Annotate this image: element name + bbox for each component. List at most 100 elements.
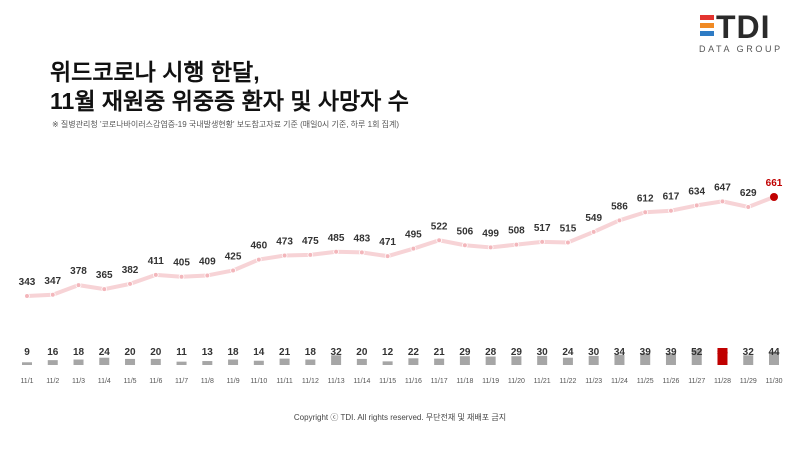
x-tick-label: 11/12 bbox=[302, 378, 319, 385]
total-point bbox=[642, 209, 649, 216]
deaths-value-label: 44 bbox=[768, 347, 780, 358]
total-value-label: 475 bbox=[302, 236, 319, 247]
deaths-value-label: 14 bbox=[253, 347, 265, 358]
bar-series: 9 16 18 24 20 20 11 13 18 14 21 18 32 20 12 22 21 29 28 29 3… bbox=[22, 347, 780, 365]
logo-subtitle: DATA GROUP bbox=[699, 44, 783, 54]
x-tick-label: 11/20 bbox=[508, 378, 525, 385]
total-point bbox=[693, 202, 700, 209]
deaths-bar bbox=[228, 359, 239, 365]
deaths-value-label: 32 bbox=[331, 347, 343, 358]
tdi-logo: TDI DATA GROUP bbox=[694, 9, 794, 58]
x-tick-label: 11/18 bbox=[456, 378, 473, 385]
total-value-label: 460 bbox=[250, 241, 267, 252]
deaths-bar bbox=[434, 358, 445, 365]
total-value-label: 365 bbox=[96, 270, 113, 281]
x-tick-label: 11/1 bbox=[20, 378, 33, 385]
x-tick-label: 11/16 bbox=[405, 378, 422, 385]
total-point bbox=[24, 293, 30, 299]
deaths-value-label: 30 bbox=[537, 347, 549, 358]
deaths-bar bbox=[202, 361, 213, 365]
deaths-value-label: 18 bbox=[228, 347, 240, 358]
deaths-bar bbox=[73, 359, 84, 365]
x-tick-label: 11/19 bbox=[482, 378, 499, 385]
total-value-label: 506 bbox=[457, 226, 474, 237]
deaths-value-label: 21 bbox=[434, 347, 446, 358]
deaths-bar bbox=[356, 358, 367, 365]
total-point bbox=[75, 282, 82, 288]
total-value-label: 347 bbox=[44, 276, 61, 287]
x-tick-label: 11/10 bbox=[250, 378, 267, 385]
deaths-bar bbox=[691, 349, 702, 365]
x-tick-label: 11/23 bbox=[585, 378, 602, 385]
deaths-value-label: 20 bbox=[356, 347, 368, 358]
x-tick-label: 11/15 bbox=[379, 378, 396, 385]
deaths-value-label: 52 bbox=[691, 347, 703, 358]
total-line bbox=[25, 195, 776, 298]
total-value-label: 382 bbox=[122, 265, 139, 276]
deaths-value-label: 18 bbox=[73, 347, 85, 358]
deaths-bar bbox=[511, 356, 522, 365]
total-value-label: 634 bbox=[688, 186, 705, 197]
deaths-value-label: 29 bbox=[511, 347, 523, 358]
deaths-bar bbox=[562, 357, 573, 365]
x-tick-label: 11/5 bbox=[123, 378, 136, 385]
deaths-value-label: 16 bbox=[47, 347, 59, 358]
deaths-bar bbox=[485, 356, 496, 365]
total-point bbox=[333, 248, 339, 255]
deaths-bar bbox=[99, 357, 110, 365]
total-value-label: 473 bbox=[276, 237, 293, 248]
deaths-value-label: 24 bbox=[562, 347, 574, 358]
total-value-label: 405 bbox=[173, 258, 190, 269]
chart-title: 위드코로나 시행 한달, 11월 재원중 위중증 환자 및 사망자 수 bbox=[50, 58, 409, 116]
total-point bbox=[178, 273, 185, 280]
total-value-label: 495 bbox=[405, 230, 422, 241]
total-point bbox=[487, 244, 494, 251]
deaths-bar bbox=[743, 355, 754, 365]
total-value-label: 629 bbox=[740, 188, 757, 199]
deaths-bar bbox=[22, 362, 32, 365]
copyright-footer: Copyright ⓒ TDI. All rights reserved. 무단… bbox=[293, 413, 507, 422]
x-tick-label: 11/29 bbox=[740, 378, 757, 385]
deaths-bar bbox=[382, 361, 393, 365]
x-tick-label: 11/22 bbox=[559, 378, 576, 385]
deaths-bar bbox=[408, 358, 419, 365]
logo-bar-blue bbox=[700, 31, 714, 36]
deaths-bar bbox=[665, 353, 676, 365]
x-tick-label: 11/11 bbox=[276, 378, 293, 385]
line-series: 343 347 378 365 382 411 405 409 425 460 473 475 485 4… bbox=[19, 178, 783, 299]
total-value-label: 425 bbox=[225, 251, 242, 262]
x-tick-label: 11/4 bbox=[98, 378, 111, 385]
total-value-label: 617 bbox=[663, 192, 680, 203]
deaths-bar bbox=[305, 359, 316, 365]
x-tick-label: 11/21 bbox=[534, 378, 551, 385]
x-tick-label: 11/28 bbox=[714, 378, 731, 385]
x-tick-label: 11/24 bbox=[611, 378, 628, 385]
total-value-label: 661 bbox=[766, 178, 783, 189]
deaths-bar bbox=[253, 360, 264, 365]
deaths-value-label: 39 bbox=[665, 347, 677, 358]
deaths-bar bbox=[537, 355, 548, 365]
x-tick-label: 11/3 bbox=[72, 378, 85, 385]
x-axis-ticks: 11/1 11/2 11/3 11/4 11/5 11/6 11/7 11/8 11/9 11/1… bbox=[20, 378, 782, 385]
deaths-value-label: 20 bbox=[124, 347, 136, 358]
x-tick-label: 11/9 bbox=[227, 378, 240, 385]
deaths-value-label: 12 bbox=[382, 347, 394, 358]
total-point bbox=[616, 217, 623, 224]
deaths-bar bbox=[769, 351, 779, 365]
total-point bbox=[745, 204, 752, 210]
deaths-bar bbox=[125, 358, 136, 365]
total-value-label: 647 bbox=[714, 182, 731, 193]
total-point bbox=[770, 193, 778, 201]
total-value-label: 471 bbox=[379, 237, 396, 248]
total-point bbox=[462, 242, 468, 249]
total-point bbox=[152, 272, 159, 278]
x-tick-label: 11/8 bbox=[201, 378, 214, 385]
deaths-value-label: 28 bbox=[485, 347, 497, 358]
x-tick-label: 11/17 bbox=[431, 378, 448, 385]
total-point bbox=[256, 256, 262, 263]
total-point bbox=[230, 267, 236, 274]
total-point bbox=[307, 252, 314, 258]
total-value-label: 517 bbox=[534, 223, 551, 234]
deaths-bar bbox=[717, 348, 728, 365]
